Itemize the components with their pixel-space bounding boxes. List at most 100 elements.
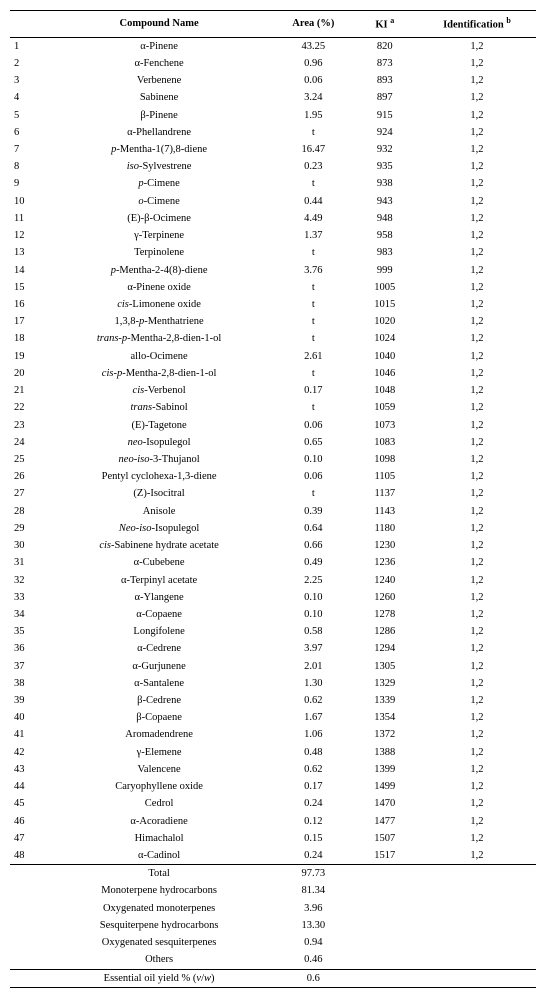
summary-value: 0.94 bbox=[275, 934, 352, 951]
area-value: 0.96 bbox=[275, 55, 352, 72]
table-row: 4Sabinene3.248971,2 bbox=[10, 89, 536, 106]
area-value: 0.24 bbox=[275, 847, 352, 865]
ki-value: 1083 bbox=[352, 434, 418, 451]
compound-name: α-Cubebene bbox=[43, 554, 275, 571]
table-row: 41Aromadendrene1.0613721,2 bbox=[10, 726, 536, 743]
summary-label: Monoterpene hydrocarbons bbox=[43, 882, 275, 899]
identification-value: 1,2 bbox=[418, 761, 536, 778]
identification-value: 1,2 bbox=[418, 313, 536, 330]
ki-value: 873 bbox=[352, 55, 418, 72]
row-number: 34 bbox=[10, 606, 43, 623]
compound-name: γ-Terpinene bbox=[43, 227, 275, 244]
table-row: 45Cedrol0.2414701,2 bbox=[10, 795, 536, 812]
row-number: 7 bbox=[10, 141, 43, 158]
identification-value: 1,2 bbox=[418, 55, 536, 72]
row-number: 18 bbox=[10, 330, 43, 347]
summary-label: Oxygenated monoterpenes bbox=[43, 900, 275, 917]
ki-value: 1137 bbox=[352, 485, 418, 502]
compound-name: cis-Limonene oxide bbox=[43, 296, 275, 313]
table-row: 9p-Cimenet9381,2 bbox=[10, 175, 536, 192]
ki-value: 1098 bbox=[352, 451, 418, 468]
compound-name: (Z)-Isocitral bbox=[43, 485, 275, 502]
compound-name: neo-iso-3-Thujanol bbox=[43, 451, 275, 468]
table-row: 29Neo-iso-Isopulegol0.6411801,2 bbox=[10, 520, 536, 537]
ki-value: 943 bbox=[352, 193, 418, 210]
area-value: 0.48 bbox=[275, 744, 352, 761]
identification-value: 1,2 bbox=[418, 72, 536, 89]
identification-value: 1,2 bbox=[418, 813, 536, 830]
table-row: 48α-Cadinol0.2415171,2 bbox=[10, 847, 536, 865]
compound-name: Cedrol bbox=[43, 795, 275, 812]
compound-name: cis-Verbenol bbox=[43, 382, 275, 399]
table-row: 22trans-Sabinolt10591,2 bbox=[10, 399, 536, 416]
area-value: 0.58 bbox=[275, 623, 352, 640]
table-row: 14p-Mentha-2-4(8)-diene3.769991,2 bbox=[10, 262, 536, 279]
table-row: 7p-Mentha-1(7),8-diene16.479321,2 bbox=[10, 141, 536, 158]
compound-name: β-Pinene bbox=[43, 107, 275, 124]
identification-value: 1,2 bbox=[418, 210, 536, 227]
ki-value: 1059 bbox=[352, 399, 418, 416]
compound-name: Verbenene bbox=[43, 72, 275, 89]
identification-value: 1,2 bbox=[418, 330, 536, 347]
row-number: 23 bbox=[10, 417, 43, 434]
compound-name: Aromadendrene bbox=[43, 726, 275, 743]
ki-value: 1005 bbox=[352, 279, 418, 296]
row-number: 30 bbox=[10, 537, 43, 554]
ki-value: 915 bbox=[352, 107, 418, 124]
area-value: 0.49 bbox=[275, 554, 352, 571]
ki-value: 1294 bbox=[352, 640, 418, 657]
compound-name: (E)-Tagetone bbox=[43, 417, 275, 434]
compound-name: α-Acoradiene bbox=[43, 813, 275, 830]
area-value: 0.15 bbox=[275, 830, 352, 847]
compound-name: Caryophyllene oxide bbox=[43, 778, 275, 795]
summary-value: 97.73 bbox=[275, 865, 352, 883]
identification-value: 1,2 bbox=[418, 795, 536, 812]
identification-value: 1,2 bbox=[418, 434, 536, 451]
ki-value: 935 bbox=[352, 158, 418, 175]
identification-value: 1,2 bbox=[418, 778, 536, 795]
row-number: 13 bbox=[10, 244, 43, 261]
identification-value: 1,2 bbox=[418, 399, 536, 416]
header-row: Compound Name Area (%) KI a Identificati… bbox=[10, 11, 536, 38]
ki-value: 1305 bbox=[352, 658, 418, 675]
ki-value: 1260 bbox=[352, 589, 418, 606]
identification-value: 1,2 bbox=[418, 623, 536, 640]
area-value: t bbox=[275, 330, 352, 347]
area-value: 4.49 bbox=[275, 210, 352, 227]
ki-value: 938 bbox=[352, 175, 418, 192]
row-number: 2 bbox=[10, 55, 43, 72]
col-index bbox=[10, 11, 43, 38]
table-row: 40β-Copaene1.6713541,2 bbox=[10, 709, 536, 726]
identification-value: 1,2 bbox=[418, 107, 536, 124]
ki-value: 1073 bbox=[352, 417, 418, 434]
table-row: 36α-Cedrene3.9712941,2 bbox=[10, 640, 536, 657]
table-row: 6α-Phellandrenet9241,2 bbox=[10, 124, 536, 141]
table-row: 30cis-Sabinene hydrate acetate0.6612301,… bbox=[10, 537, 536, 554]
row-number: 11 bbox=[10, 210, 43, 227]
yield-label: Essential oil yield % (v/w) bbox=[43, 969, 275, 987]
area-value: t bbox=[275, 399, 352, 416]
compounds-table: Compound Name Area (%) KI a Identificati… bbox=[10, 10, 536, 988]
compound-name: α-Fenchene bbox=[43, 55, 275, 72]
ki-value: 1230 bbox=[352, 537, 418, 554]
col-area: Area (%) bbox=[275, 11, 352, 38]
ki-value: 1040 bbox=[352, 348, 418, 365]
area-value: 0.64 bbox=[275, 520, 352, 537]
table-row: 21cis-Verbenol0.1710481,2 bbox=[10, 382, 536, 399]
compound-name: Anisole bbox=[43, 503, 275, 520]
area-value: 0.06 bbox=[275, 417, 352, 434]
identification-value: 1,2 bbox=[418, 262, 536, 279]
identification-value: 1,2 bbox=[418, 830, 536, 847]
row-number: 14 bbox=[10, 262, 43, 279]
summary-value: 0.46 bbox=[275, 951, 352, 969]
row-number: 5 bbox=[10, 107, 43, 124]
area-value: 0.65 bbox=[275, 434, 352, 451]
table-row: 26Pentyl cyclohexa-1,3-diene0.0611051,2 bbox=[10, 468, 536, 485]
area-value: 0.17 bbox=[275, 382, 352, 399]
summary-label: Sesquiterpene hydrocarbons bbox=[43, 917, 275, 934]
compound-name: 1,3,8-p-Menthatriene bbox=[43, 313, 275, 330]
row-number: 28 bbox=[10, 503, 43, 520]
ki-value: 1020 bbox=[352, 313, 418, 330]
summary-row: Sesquiterpene hydrocarbons13.30 bbox=[10, 917, 536, 934]
area-value: 0.23 bbox=[275, 158, 352, 175]
